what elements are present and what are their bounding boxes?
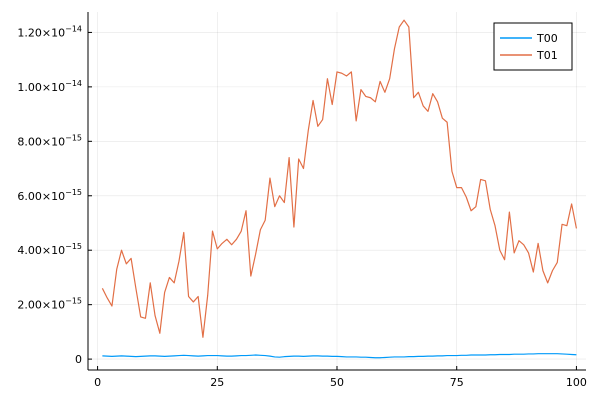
y-tick-mantissa: 1.20×10 — [17, 26, 65, 39]
y-tick-label: 2.00×10−15 — [17, 297, 82, 312]
y-tick-exponent: −15 — [65, 297, 82, 306]
series-line-t01 — [101, 19, 578, 338]
legend-label-t01: T01 — [536, 49, 558, 62]
y-tick-exponent: −14 — [65, 79, 82, 88]
y-tick-mantissa: 6.00×10 — [17, 190, 65, 203]
y-tick-exponent: −15 — [65, 242, 82, 251]
y-tick-exponent: −15 — [65, 133, 82, 142]
x-tick-label: 50 — [330, 376, 344, 389]
y-tick-mantissa: 2.00×10 — [17, 299, 65, 312]
y-tick-mantissa: 8.00×10 — [17, 135, 65, 148]
x-tick-label: 75 — [450, 376, 464, 389]
y-tick-label: 6.00×10−15 — [17, 188, 82, 203]
y-tick-label: 1.00×10−14 — [17, 79, 82, 94]
y-tick-mantissa: 1.00×10 — [17, 81, 65, 94]
series-line-t00 — [102, 353, 577, 359]
y-ticks: 02.00×10−154.00×10−156.00×10−158.00×10−1… — [17, 24, 92, 366]
y-tick-label: 0 — [75, 353, 82, 366]
legend-label-t00: T00 — [536, 32, 558, 45]
y-tick-label: 1.20×10−14 — [17, 24, 82, 39]
y-tick-label: 4.00×10−15 — [17, 242, 82, 257]
y-tick-exponent: −14 — [65, 24, 82, 33]
y-tick-mantissa: 4.00×10 — [17, 244, 65, 257]
legend-box — [493, 22, 573, 71]
x-ticks: 0 25 50 75 100 — [94, 366, 587, 389]
x-tick-label: 0 — [94, 376, 101, 389]
y-tick-label: 8.00×10−15 — [17, 133, 82, 148]
series-lines — [101, 19, 578, 359]
x-tick-label: 100 — [566, 376, 587, 389]
y-tick-exponent: −15 — [65, 188, 82, 197]
x-tick-label: 25 — [210, 376, 224, 389]
